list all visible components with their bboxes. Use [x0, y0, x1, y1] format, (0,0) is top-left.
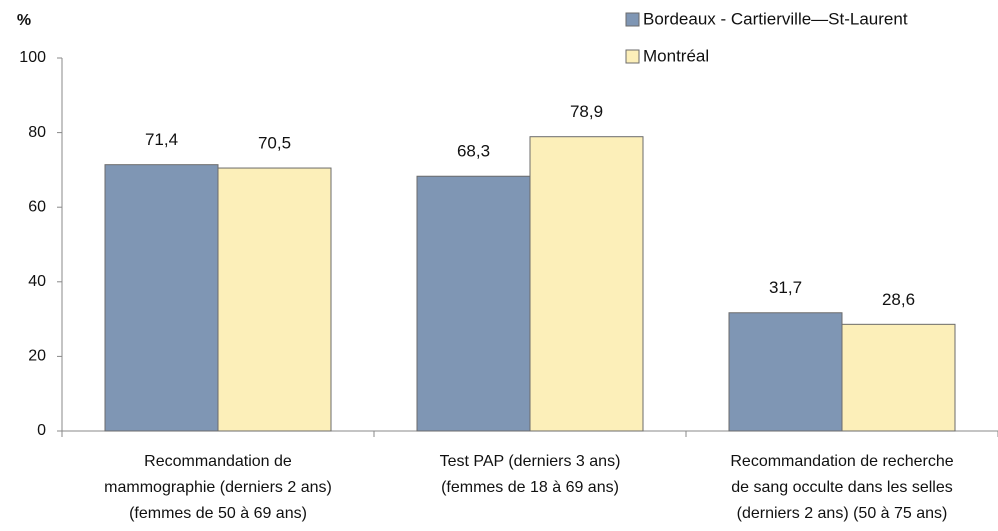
legend-label: Bordeaux - Cartierville—St-Laurent: [643, 9, 908, 28]
value-label: 31,7: [769, 278, 802, 297]
legend-swatch: [625, 12, 640, 27]
bar: [217, 167, 332, 432]
y-tick-label: 80: [28, 124, 46, 141]
bar: [416, 175, 531, 432]
value-label: 28,6: [882, 290, 915, 309]
legend-label: Montréal: [643, 46, 709, 65]
x-tick-label-line: Test PAP (derniers 3 ans): [440, 453, 621, 470]
x-tick-label: Recommandation de mammographie (derniers …: [104, 453, 332, 522]
x-tick-label-line: Recommandation de: [144, 453, 292, 470]
value-label: 70,5: [258, 134, 291, 153]
bar: [841, 323, 956, 432]
y-tick-label: 60: [28, 198, 46, 215]
y-axis-label: %: [17, 12, 31, 29]
x-tick-label: Test PAP (derniers 3 ans) (femmes de 18 à…: [440, 453, 621, 496]
bar: [104, 164, 219, 432]
x-tick-label-line: (femmes de 18 à 69 ans): [441, 479, 619, 496]
value-label: 71,4: [145, 130, 178, 149]
x-tick-label: Recommandation de recherche de sang occul…: [730, 453, 953, 522]
x-tick-label-line: (femmes de 50 à 69 ans): [129, 505, 307, 522]
value-label: 68,3: [457, 142, 490, 161]
legend-swatch: [625, 49, 640, 64]
y-tick-label: 20: [28, 348, 46, 365]
bar: [529, 136, 644, 432]
value-label: 78,9: [570, 102, 603, 121]
x-tick-label-line: de sang occulte dans les selles: [731, 479, 952, 496]
y-tick-label: 100: [19, 49, 46, 66]
bar: [728, 312, 843, 432]
x-tick-label-line: (derniers 2 ans) (50 à 75 ans): [737, 505, 948, 522]
y-tick-label: 40: [28, 273, 46, 290]
y-tick-label: 0: [37, 422, 46, 439]
x-tick-label-line: Recommandation de recherche: [730, 453, 953, 470]
x-tick-label-line: mammographie (derniers 2 ans): [104, 479, 332, 496]
